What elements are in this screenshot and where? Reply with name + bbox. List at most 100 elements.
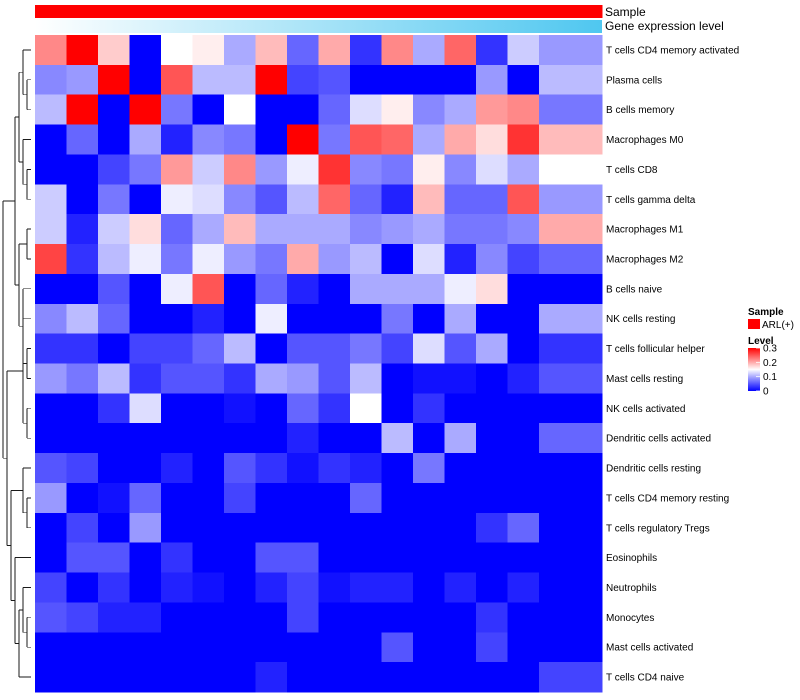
heatmap-cell (161, 124, 193, 155)
heatmap-cell (161, 542, 193, 573)
heatmap-cell (161, 244, 193, 275)
heatmap-cell (192, 423, 225, 454)
heatmap-cell (381, 393, 414, 424)
heatmap-cell (129, 94, 162, 125)
heatmap-cell (161, 303, 193, 335)
heatmap-cell (287, 393, 319, 424)
heatmap-cell (350, 632, 382, 663)
heatmap-cell (224, 244, 256, 275)
heatmap-cell (318, 333, 351, 364)
heatmap-cell (413, 94, 445, 125)
heatmap-cell (381, 244, 414, 275)
heatmap-cell (570, 423, 603, 454)
heatmap-cell (255, 333, 288, 364)
heatmap-cell (381, 124, 414, 155)
heatmap-cell (476, 453, 508, 484)
heatmap-cell (476, 632, 508, 663)
heatmap-cell (98, 303, 130, 335)
heatmap-cell (570, 273, 603, 305)
heatmap-cell (350, 572, 382, 603)
heatmap-cell (381, 273, 414, 305)
heatmap-cell (413, 572, 445, 603)
heatmap-cell (539, 124, 571, 155)
row-label: T cells CD4 naive (606, 673, 685, 684)
heatmap-cell (35, 453, 67, 484)
heatmap-cell (98, 184, 130, 215)
heatmap-cell (413, 542, 445, 573)
heatmap-cell (224, 393, 256, 424)
heatmap-cell (318, 154, 351, 185)
heatmap-cell (539, 333, 571, 364)
heatmap-cell (413, 512, 445, 544)
heatmap-cell (570, 94, 603, 125)
heatmap-cell (570, 184, 603, 215)
heatmap-cell (318, 363, 351, 394)
heatmap-cell (192, 184, 225, 215)
heatmap-cell (224, 482, 256, 514)
heatmap-cell (35, 184, 67, 215)
heatmap-cell (66, 214, 99, 245)
heatmap-cell (192, 333, 225, 364)
heatmap-cell (35, 154, 67, 185)
heatmap-cell (476, 512, 508, 544)
heatmap-cell (476, 482, 508, 514)
heatmap-cell (539, 572, 571, 603)
heatmap-cell (287, 542, 319, 573)
row-label: Macrophages M2 (606, 254, 684, 265)
heatmap-cell (255, 602, 288, 633)
heatmap-cell (539, 453, 571, 484)
heatmap-cell (570, 124, 603, 155)
heatmap-cell (66, 154, 99, 185)
heatmap-cell (444, 662, 477, 693)
heatmap-cell (444, 273, 477, 305)
heatmap-cell (35, 64, 67, 96)
heatmap-cell (476, 273, 508, 305)
heatmap-cell (192, 94, 225, 125)
heatmap-cell (98, 542, 130, 573)
sample-annotation-cell (192, 5, 225, 18)
sample-annotation-cell (413, 5, 445, 18)
heatmap-cell (413, 363, 445, 394)
heatmap-cell (192, 482, 225, 514)
heatmap-cell (224, 572, 256, 603)
heatmap-cell (381, 602, 414, 633)
gene-expression-annotation-label: Gene expression level (605, 19, 724, 33)
heatmap-cell (539, 512, 571, 544)
heatmap-cell (161, 214, 193, 245)
row-label: T cells CD8 (606, 165, 658, 176)
heatmap-cell (98, 154, 130, 185)
heatmap-cell (35, 273, 67, 305)
heatmap-cell (318, 303, 351, 335)
heatmap-cell (224, 94, 256, 125)
heatmap-cell (507, 482, 540, 514)
sample-annotation-cell (350, 5, 382, 18)
heatmap-cell (413, 393, 445, 424)
heatmap-cell (224, 154, 256, 185)
heatmap-cell (539, 94, 571, 125)
heatmap-cell (66, 124, 99, 155)
heatmap-cell (381, 632, 414, 663)
heatmap-cell (350, 602, 382, 633)
heatmap-cell (444, 453, 477, 484)
heatmap-cell (255, 363, 288, 394)
heatmap-cell (192, 64, 225, 96)
row-label: Macrophages M1 (606, 225, 684, 236)
heatmap-cell (161, 423, 193, 454)
legend-sample-swatch (748, 319, 760, 329)
heatmap-cell (507, 94, 540, 125)
heatmap-cell (413, 35, 445, 66)
heatmap-cell (444, 602, 477, 633)
row-label: T cells CD4 memory resting (606, 493, 729, 504)
heatmap-cell (98, 124, 130, 155)
heatmap-cell (35, 244, 67, 275)
heatmap-cell (287, 64, 319, 96)
heatmap-cell (161, 662, 193, 693)
heatmap-cell (444, 184, 477, 215)
heatmap-cell (161, 273, 193, 305)
heatmap-cell (539, 303, 571, 335)
heatmap-cell (381, 662, 414, 693)
heatmap-cell (318, 423, 351, 454)
heatmap-cell (413, 303, 445, 335)
heatmap-cell (192, 453, 225, 484)
